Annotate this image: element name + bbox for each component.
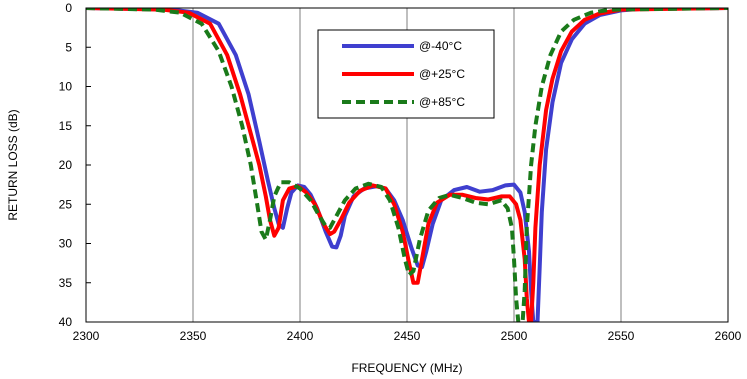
tick-labels: 2300 2350 2400 2450 2500 2550 2600 0 5 10 15 20 25 30… <box>59 1 742 343</box>
legend-label-1: @-40°C <box>419 39 462 53</box>
x-tick-label: 2350 <box>180 329 207 343</box>
y-tick-label: 35 <box>59 276 73 290</box>
x-tick-label: 2600 <box>715 329 742 343</box>
x-tick-label: 2300 <box>73 329 100 343</box>
x-tick-label: 2400 <box>287 329 314 343</box>
y-axis-title: RETURN LOSS (dB) <box>6 109 20 220</box>
legend-label-2: @+25°C <box>419 67 465 81</box>
x-axis-title: FREQUENCY (MHz) <box>351 361 462 375</box>
x-tick-label: 2500 <box>501 329 528 343</box>
x-tick-label: 2450 <box>394 329 421 343</box>
y-tick-label: 0 <box>65 1 72 15</box>
y-tick-label: 20 <box>59 158 73 172</box>
y-tick-label: 30 <box>59 237 73 251</box>
y-tick-label: 5 <box>65 40 72 54</box>
y-tick-label: 15 <box>59 119 73 133</box>
legend-label-3: @+85°C <box>419 95 465 109</box>
y-tick-label: 40 <box>59 315 73 329</box>
y-tick-label: 10 <box>59 80 73 94</box>
axis-ticks <box>86 7 91 323</box>
plot-area-frame <box>85 7 729 323</box>
x-tick-label: 2550 <box>608 329 635 343</box>
series-lines <box>86 8 728 322</box>
y-tick-label: 25 <box>59 197 73 211</box>
series-line-3 <box>86 8 728 322</box>
legend: @-40°C @+25°C @+85°C <box>317 29 495 119</box>
